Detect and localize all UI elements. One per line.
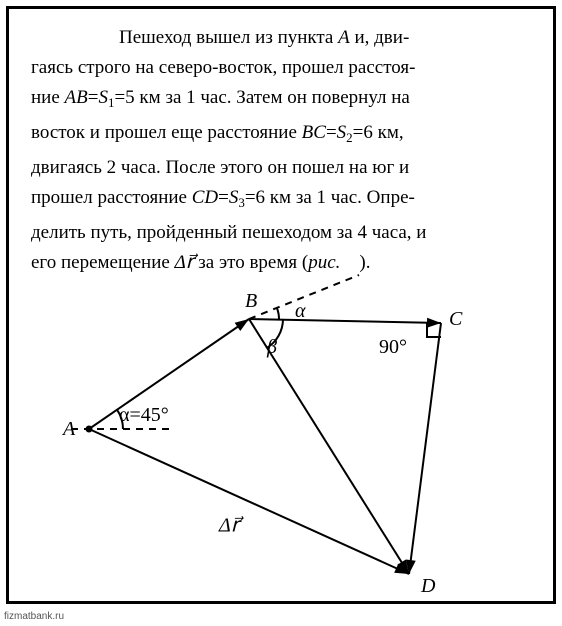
diagram-container: A B C Dα=45° 90° αβ Δr⃗ (9, 269, 562, 599)
problem-text: Пешеход вышел из пункта A и, дви- гаясь … (31, 23, 531, 278)
var-CD: CD (192, 187, 218, 208)
var-S: S (229, 187, 239, 208)
var-BC: BC (302, 122, 326, 143)
svg-text:A: A (61, 418, 76, 440)
text: =6 км, (353, 122, 404, 143)
text: =5 км за 1 час. Затем он повернул на (114, 87, 409, 108)
svg-text:B: B (245, 290, 257, 312)
text: и, дви- (350, 27, 410, 48)
page-container: Пешеход вышел из пункта A и, дви- гаясь … (0, 0, 562, 626)
svg-text:β: β (266, 336, 277, 358)
text: прошел расстояние (31, 187, 192, 208)
watermark: fizmatbank.ru (4, 611, 64, 622)
var-S: S (98, 87, 108, 108)
text: восток и прошел еще расстояние (31, 122, 302, 143)
svg-text:α=45°: α=45° (119, 404, 169, 426)
text: =6 км за 1 час. Опре- (245, 187, 415, 208)
text: двигаясь 2 часа. После этого он пошел на… (31, 157, 409, 178)
svg-text:90°: 90° (379, 336, 407, 358)
svg-text:D: D (420, 575, 436, 597)
var-S: S (337, 122, 347, 143)
svg-text:α: α (295, 300, 306, 322)
text: гаясь строго на северо-восток, прошел ра… (31, 57, 415, 78)
text: делить путь, пройденный пешеходом за 4 ч… (31, 222, 426, 243)
text: ние (31, 87, 65, 108)
diagram-svg: A B C Dα=45° 90° αβ Δr⃗ (9, 269, 562, 599)
svg-text:C: C (449, 308, 463, 330)
var-A: A (338, 27, 350, 48)
svg-text:Δr⃗: Δr⃗ (218, 515, 244, 537)
content-frame: Пешеход вышел из пункта A и, дви- гаясь … (6, 6, 556, 604)
var-AB: AB (65, 87, 88, 108)
text: Пешеход вышел из пункта (119, 27, 338, 48)
